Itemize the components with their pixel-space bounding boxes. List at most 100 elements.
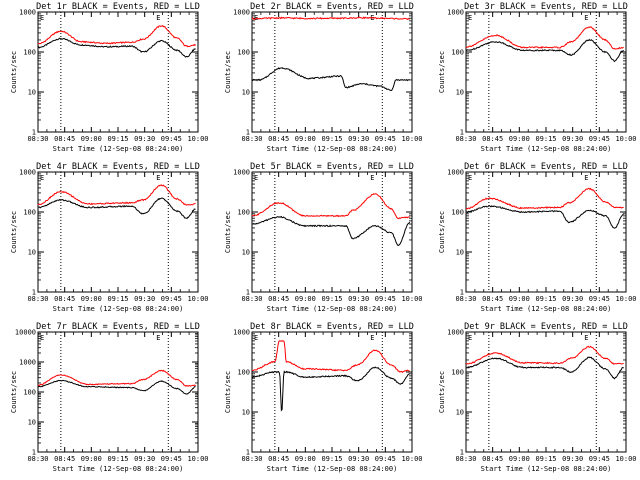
marker-label: E bbox=[370, 334, 374, 342]
events-series-line bbox=[37, 379, 196, 395]
panel-title: Det 3r BLACK = Events, RED = LLD bbox=[464, 2, 628, 12]
x-tick-label: 10:00 bbox=[401, 135, 422, 143]
y-tick-label: 10 bbox=[456, 89, 464, 97]
panel-3: Det 3r BLACK = Events, RED = LLD 1 10 100 10… bbox=[438, 2, 637, 153]
marker-label: E bbox=[156, 14, 160, 22]
x-tick-label: 10:00 bbox=[615, 135, 636, 143]
x-tick-label: 09:00 bbox=[81, 295, 102, 303]
x-tick-label: 09:45 bbox=[161, 135, 182, 143]
panel-2: Det 2r BLACK = Events, RED = LLD 1 10 100 10… bbox=[224, 2, 423, 153]
x-tick-label: 09:15 bbox=[321, 135, 342, 143]
panel-4: Det 4r BLACK = Events, RED = LLD 1 10 100 10… bbox=[10, 162, 209, 313]
x-tick-label: 09:00 bbox=[509, 295, 530, 303]
y-tick-label: 10 bbox=[28, 419, 36, 427]
x-tick-label: 09:00 bbox=[81, 135, 102, 143]
x-tick-label: 10:00 bbox=[187, 455, 208, 463]
x-tick-label: 09:45 bbox=[589, 135, 610, 143]
x-tick-label: 09:30 bbox=[562, 135, 583, 143]
y-axis-label: Counts/sec bbox=[10, 51, 18, 93]
marker-label: E bbox=[370, 174, 374, 182]
plot-frame bbox=[37, 171, 199, 293]
x-tick-label: 09:15 bbox=[535, 135, 556, 143]
plot-frame bbox=[465, 171, 627, 293]
events-series-line bbox=[251, 215, 411, 247]
y-tick-label: 1 bbox=[460, 289, 464, 297]
x-tick-label: 08:45 bbox=[268, 455, 289, 463]
y-tick-label: 1 bbox=[246, 449, 250, 457]
x-axis-label: Start Time (12-Sep-08 08:24:00) bbox=[53, 465, 184, 473]
x-tick-label: 08:45 bbox=[54, 295, 75, 303]
x-tick-label: 09:00 bbox=[81, 455, 102, 463]
x-tick-label: 09:00 bbox=[295, 135, 316, 143]
panel-title: Det 9r BLACK = Events, RED = LLD bbox=[464, 322, 628, 332]
panel-9: Det 9r BLACK = Events, RED = LLD 1 10 100 10… bbox=[438, 322, 637, 473]
events-series-line bbox=[465, 356, 624, 380]
lld-series-line bbox=[251, 340, 410, 374]
x-tick-label: 08:45 bbox=[482, 455, 503, 463]
events-series-line bbox=[251, 366, 410, 412]
x-tick-label: 10:00 bbox=[401, 455, 422, 463]
y-tick-label: 100 bbox=[237, 369, 250, 377]
y-tick-label: 1 bbox=[246, 289, 250, 297]
x-tick-label: 10:00 bbox=[187, 295, 208, 303]
panel-5: Det 5r BLACK = Events, RED = LLD 1 10 100 10… bbox=[224, 162, 423, 313]
x-tick-label: 09:15 bbox=[535, 455, 556, 463]
panel-title: Det 1r BLACK = Events, RED = LLD bbox=[36, 2, 200, 12]
marker-label: E bbox=[156, 174, 160, 182]
x-tick-label: 08:45 bbox=[54, 455, 75, 463]
y-axis-label: Counts/sec bbox=[438, 371, 446, 413]
x-tick-label: 08:45 bbox=[482, 135, 503, 143]
x-axis-label: Start Time (12-Sep-08 08:24:00) bbox=[267, 465, 398, 473]
plot-frame bbox=[465, 331, 627, 453]
y-tick-label: 100 bbox=[237, 49, 250, 57]
y-tick-label: 1 bbox=[32, 129, 36, 137]
x-axis-label: Start Time (12-Sep-08 08:24:00) bbox=[267, 305, 398, 313]
y-tick-label: 100 bbox=[23, 209, 36, 217]
y-tick-label: 100 bbox=[451, 369, 464, 377]
x-tick-label: 08:30 bbox=[241, 455, 262, 463]
x-tick-label: 09:30 bbox=[562, 295, 583, 303]
y-tick-label: 10 bbox=[242, 249, 250, 257]
y-tick-label: 100 bbox=[237, 209, 250, 217]
y-tick-label: 100 bbox=[23, 389, 36, 397]
x-tick-label: 09:30 bbox=[562, 455, 583, 463]
y-tick-label: 10 bbox=[242, 409, 250, 417]
x-tick-label: 08:45 bbox=[268, 135, 289, 143]
x-tick-label: 09:15 bbox=[107, 135, 128, 143]
x-tick-label: 09:30 bbox=[134, 295, 155, 303]
marker-label: E bbox=[584, 14, 588, 22]
y-tick-label: 1 bbox=[460, 129, 464, 137]
marker-label: E bbox=[468, 14, 472, 22]
x-tick-label: 08:30 bbox=[455, 455, 476, 463]
events-series-line bbox=[37, 37, 196, 58]
y-axis-label: Counts/sec bbox=[224, 51, 232, 93]
marker-label: E bbox=[584, 174, 588, 182]
y-tick-label: 1 bbox=[460, 449, 464, 457]
y-axis-label: Counts/sec bbox=[10, 211, 18, 253]
y-tick-label: 1000 bbox=[233, 329, 250, 337]
panel-title: Det 2r BLACK = Events, RED = LLD bbox=[250, 2, 414, 12]
y-tick-label: 1000 bbox=[233, 169, 250, 177]
x-tick-label: 09:15 bbox=[107, 295, 128, 303]
y-tick-label: 1 bbox=[32, 449, 36, 457]
x-tick-label: 09:15 bbox=[535, 295, 556, 303]
x-tick-label: 09:45 bbox=[161, 295, 182, 303]
panel-8: Det 8r BLACK = Events, RED = LLD 1 10 100 10… bbox=[224, 322, 423, 473]
y-tick-label: 1 bbox=[246, 129, 250, 137]
x-tick-label: 09:45 bbox=[589, 455, 610, 463]
y-tick-label: 1000 bbox=[447, 329, 464, 337]
x-axis-label: Start Time (12-Sep-08 08:24:00) bbox=[481, 145, 612, 153]
panel-1: Det 1r BLACK = Events, RED = LLD 1 10 100 10… bbox=[10, 2, 209, 153]
panel-title: Det 7r BLACK = Events, RED = LLD bbox=[36, 322, 200, 332]
y-tick-label: 10 bbox=[28, 249, 36, 257]
events-series-line bbox=[465, 38, 624, 63]
plot-frame bbox=[251, 331, 413, 453]
marker-label: E bbox=[40, 14, 44, 22]
y-axis-label: Counts/sec bbox=[438, 51, 446, 93]
x-tick-label: 08:30 bbox=[455, 295, 476, 303]
events-series-line bbox=[251, 67, 410, 92]
lld-series-line bbox=[251, 193, 410, 220]
x-tick-label: 09:30 bbox=[134, 455, 155, 463]
marker-label: E bbox=[254, 174, 258, 182]
